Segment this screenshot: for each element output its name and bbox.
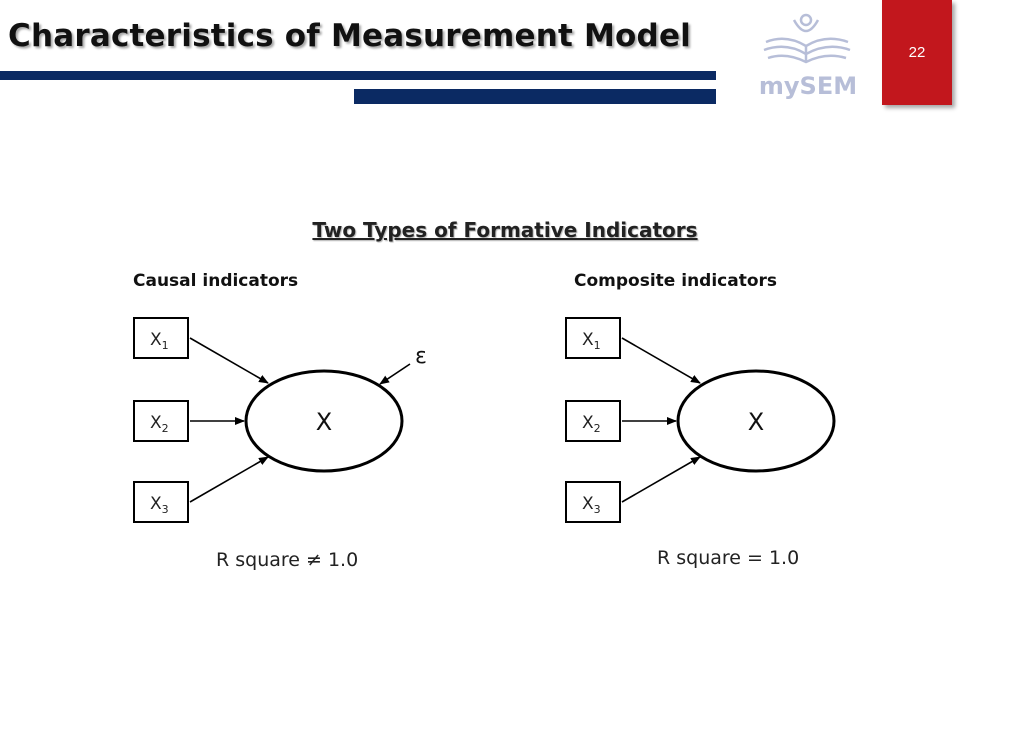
composite-indicators-label: Composite indicators bbox=[574, 271, 778, 291]
arrow-x1-right bbox=[621, 337, 701, 384]
r-square-causal-caption: R square ≠ 1.0 bbox=[216, 549, 359, 571]
indicator-box-x1-right bbox=[565, 317, 621, 359]
indicator-x2-right: X2 bbox=[582, 413, 601, 435]
causal-indicators-model: X1 X2 X3 X ε bbox=[133, 317, 427, 523]
indicator-box-x3-left bbox=[133, 481, 189, 523]
error-term: ε bbox=[415, 344, 427, 369]
indicator-x3-left: X3 bbox=[150, 494, 169, 516]
composite-indicators-model: X1 X2 X3 X bbox=[565, 317, 836, 523]
construct-ellipse-right bbox=[676, 369, 836, 473]
mysem-logo: mySEM bbox=[759, 13, 857, 100]
r-square-composite-caption: R square = 1.0 bbox=[657, 547, 800, 569]
indicator-x3-right: X3 bbox=[582, 494, 601, 516]
construct-label-right: X bbox=[748, 408, 764, 436]
causal-indicators-label: Causal indicators bbox=[133, 271, 299, 291]
indicator-x1-right: X1 bbox=[582, 330, 601, 352]
arrow-x3-right bbox=[621, 456, 701, 503]
arrow-x3-left bbox=[189, 456, 269, 503]
page-number: 22 bbox=[908, 44, 926, 61]
page-number-box: 22 bbox=[882, 0, 952, 105]
error-arrow bbox=[379, 363, 411, 385]
construct-ellipse-left bbox=[244, 369, 404, 473]
title-accent-bar bbox=[354, 89, 716, 104]
slide-title: Characteristics of Measurement Model bbox=[8, 18, 691, 54]
indicator-x2-left: X2 bbox=[150, 413, 169, 435]
diagram-heading: Two Types of Formative Indicators bbox=[312, 218, 698, 242]
indicator-box-x2-left bbox=[133, 400, 189, 442]
logo-text: mySEM bbox=[759, 72, 857, 100]
arrow-x1-left bbox=[189, 337, 269, 384]
indicator-box-x1-left bbox=[133, 317, 189, 359]
indicator-box-x3-right bbox=[565, 481, 621, 523]
construct-label-left: X bbox=[316, 408, 332, 436]
indicator-x1-left: X1 bbox=[150, 330, 169, 352]
indicator-box-x2-right bbox=[565, 400, 621, 442]
title-underline-bar bbox=[0, 71, 716, 80]
